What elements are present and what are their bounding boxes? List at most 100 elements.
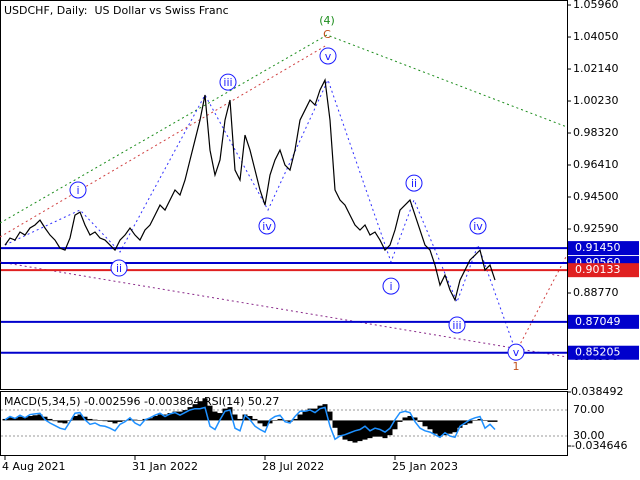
y-tick-label: -0.034646 <box>571 439 627 452</box>
macd-bar <box>112 420 118 424</box>
macd-bar <box>72 415 78 421</box>
macd-bar <box>357 420 363 442</box>
macd-bar <box>257 420 263 424</box>
wave-label: 1 <box>513 360 520 373</box>
macd-bar <box>107 420 113 422</box>
macd-bar <box>442 420 448 436</box>
price-line <box>4 78 496 302</box>
macd-bar <box>182 410 188 421</box>
level-label: 0.90133 <box>575 263 621 276</box>
macd-bar <box>212 411 218 421</box>
y-tick-label: 0.038492 <box>571 385 624 398</box>
macd-bar <box>12 418 18 421</box>
macd-bar <box>427 420 433 430</box>
macd-bar <box>342 420 348 440</box>
x-tick-label: 28 Jul 2022 <box>262 460 324 473</box>
wave-marker <box>507 343 525 361</box>
macd-bar <box>287 420 293 422</box>
macd-bar <box>392 420 398 430</box>
macd-bar <box>272 420 278 421</box>
wave-label: iv <box>473 220 483 233</box>
rsi-line <box>4 406 496 441</box>
macd-bar <box>312 408 318 421</box>
macd-bar <box>27 415 33 421</box>
wave-label: iv <box>262 220 272 233</box>
macd-bar <box>252 418 258 421</box>
x-tick-label: 25 Jan 2023 <box>392 460 458 473</box>
wave-marker <box>469 217 487 235</box>
macd-bar <box>192 404 198 421</box>
level-label: 0.91450 <box>575 241 621 254</box>
wave-marker <box>319 47 337 65</box>
wave-label: v <box>513 346 520 359</box>
x-tick-label: 4 Aug 2021 <box>2 460 65 473</box>
wave-line <box>0 44 328 238</box>
macd-bar <box>22 417 28 421</box>
macd-bar <box>292 418 298 421</box>
macd-bar <box>407 415 413 421</box>
macd-bar <box>167 413 173 421</box>
macd-bar <box>297 414 303 421</box>
y-tick-label: 0.96410 <box>573 158 619 171</box>
wave-marker <box>110 259 128 277</box>
level-box <box>568 345 639 360</box>
macd-bar <box>127 418 133 421</box>
chart-title: USDCHF, Daily: US Dollar vs Swiss Franc <box>4 4 229 17</box>
macd-bar <box>52 420 58 422</box>
macd-bar <box>322 404 328 421</box>
wave-label: v <box>325 50 332 63</box>
macd-bar <box>277 418 283 421</box>
y-tick-label: 1.04050 <box>573 30 619 43</box>
macd-bar <box>302 411 308 421</box>
wave-label: i <box>76 184 79 197</box>
wave-marker <box>448 316 466 334</box>
main-panel <box>0 0 568 390</box>
macd-bar <box>17 416 23 421</box>
macd-bar <box>132 419 138 421</box>
wave-label: ii <box>116 262 122 275</box>
wave-marker <box>382 277 400 295</box>
macd-bar <box>187 407 193 421</box>
macd-bar <box>197 401 203 421</box>
wave-marker <box>258 217 276 235</box>
macd-bar <box>432 420 438 434</box>
level-label: 0.87049 <box>575 315 621 328</box>
level-box <box>568 314 639 329</box>
wave-line <box>0 34 568 224</box>
macd-bar <box>37 414 43 421</box>
wave-marker <box>219 73 237 91</box>
macd-bar <box>362 420 368 440</box>
macd-bar <box>122 420 128 421</box>
macd-bar <box>32 415 38 421</box>
y2-tick-label: 70.00 <box>573 403 605 416</box>
macd-bar <box>152 415 158 421</box>
macd-bar <box>492 420 498 422</box>
macd-bar <box>232 414 238 421</box>
macd-bar <box>117 420 123 422</box>
wave-label: iii <box>452 319 461 332</box>
level-box <box>568 241 639 256</box>
macd-bar <box>102 420 108 422</box>
macd-bar <box>262 420 268 427</box>
macd-bar <box>467 420 473 424</box>
y-tick-label: 1.00230 <box>573 94 619 107</box>
indicator-label: MACD(5,34,5) -0.002596 -0.003864 RSI(14)… <box>4 395 279 408</box>
macd-bar <box>482 420 488 421</box>
macd-bar <box>7 417 13 421</box>
y-tick-label: 0.88770 <box>573 286 619 299</box>
macd-bar <box>157 414 163 421</box>
macd-bar <box>87 418 93 421</box>
wave-label: iii <box>223 76 232 89</box>
y-tick-label: 1.05960 <box>573 0 619 11</box>
macd-bar <box>237 418 243 421</box>
macd-bar <box>267 420 273 424</box>
macd-bar <box>57 420 63 423</box>
wave-line <box>4 78 517 353</box>
macd-bar <box>422 420 428 427</box>
macd-bar <box>172 411 178 421</box>
macd-bar <box>62 420 68 424</box>
macd-bar <box>487 420 493 422</box>
macd-bar <box>417 420 423 422</box>
macd-bar <box>47 418 53 421</box>
macd-bar <box>412 417 418 421</box>
